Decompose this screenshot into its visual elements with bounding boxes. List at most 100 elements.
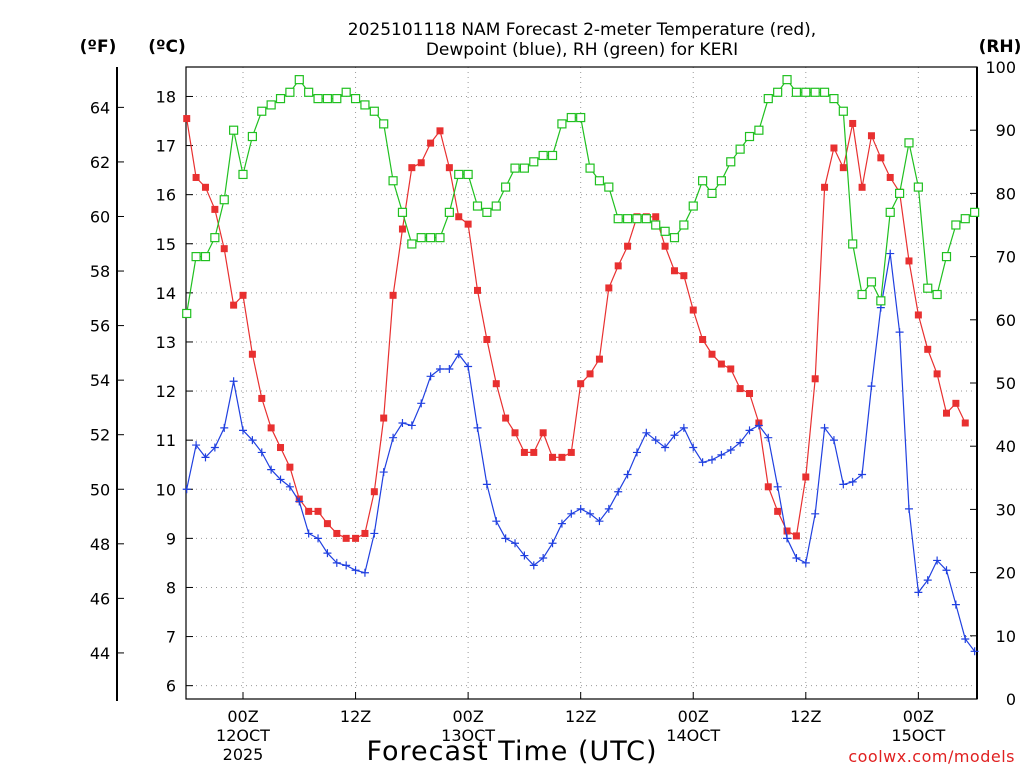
celsius-tick-label: 17 bbox=[156, 137, 176, 156]
dewpoint-point bbox=[276, 475, 285, 484]
rh-point bbox=[444, 207, 454, 217]
temperature-point bbox=[708, 350, 716, 358]
rh-tick-label: 30 bbox=[996, 500, 1016, 519]
dewpoint-point bbox=[332, 558, 341, 567]
temperature-point bbox=[605, 284, 613, 292]
dewpoint-point bbox=[858, 470, 867, 479]
dewpoint-point bbox=[210, 443, 219, 452]
fahrenheit-tick-label: 44 bbox=[90, 644, 110, 663]
dewpoint-point bbox=[248, 436, 257, 445]
temperature-point bbox=[839, 164, 847, 172]
rh-point bbox=[322, 93, 333, 104]
dewpoint-point bbox=[764, 433, 773, 442]
temperature-point bbox=[717, 360, 725, 368]
x-tick-label: 12Z bbox=[340, 707, 371, 726]
rh-tick-label: 70 bbox=[996, 248, 1016, 267]
celsius-tick-label: 12 bbox=[156, 382, 176, 401]
series-rh bbox=[182, 75, 980, 319]
rh-point bbox=[191, 252, 201, 262]
dewpoint-point bbox=[398, 418, 407, 427]
rh-point bbox=[472, 201, 483, 211]
fahrenheit-tick-label: 46 bbox=[90, 589, 110, 608]
rh-point bbox=[210, 233, 220, 243]
dewpoint-point bbox=[623, 470, 632, 479]
temperature-point bbox=[220, 245, 228, 253]
temperature-point bbox=[333, 529, 341, 537]
rh-tick-label: 60 bbox=[996, 311, 1016, 330]
dewpoint-point bbox=[632, 448, 641, 457]
x-tick-date-label: 14OCT bbox=[666, 726, 720, 745]
dewpoint-point bbox=[435, 364, 444, 373]
dewpoint-point bbox=[445, 364, 454, 373]
temperature-point bbox=[258, 394, 266, 402]
rh-point bbox=[932, 289, 942, 300]
rh-point bbox=[576, 112, 586, 123]
dewpoint-point bbox=[886, 249, 895, 258]
fahrenheit-tick-label: 56 bbox=[90, 317, 110, 336]
dewpoint-point bbox=[501, 534, 510, 543]
rh-point bbox=[510, 163, 520, 173]
celsius-tick-label: 7 bbox=[166, 628, 176, 647]
rh-tick-label: 50 bbox=[996, 374, 1016, 393]
temperature-point bbox=[830, 144, 838, 152]
temperature-point bbox=[867, 132, 875, 140]
rh-point bbox=[838, 106, 848, 116]
dewpoint-point bbox=[820, 423, 829, 432]
celsius-tick-label: 15 bbox=[156, 235, 176, 254]
dewpoint-point bbox=[539, 554, 548, 562]
temperature-point bbox=[783, 527, 791, 535]
dewpoint-point bbox=[239, 426, 247, 435]
fahrenheit-tick-label: 48 bbox=[90, 535, 110, 554]
dewpoint-point bbox=[651, 436, 660, 445]
rh-tick-label: 100 bbox=[985, 58, 1016, 77]
dewpoint-point bbox=[661, 443, 670, 452]
dewpoint-point bbox=[407, 421, 416, 430]
dewpoint-point bbox=[267, 465, 276, 474]
temperature-point bbox=[952, 399, 960, 407]
rh-point bbox=[313, 93, 323, 104]
dewpoint-point bbox=[426, 372, 435, 381]
temperature-point bbox=[352, 534, 360, 542]
temperature-point bbox=[802, 473, 810, 481]
fahrenheit-tick-label: 64 bbox=[90, 98, 110, 117]
rh-point bbox=[801, 87, 811, 97]
temperature-point bbox=[670, 267, 678, 275]
x-tick-label: 00Z bbox=[903, 707, 934, 726]
rh-point bbox=[754, 125, 764, 135]
x-tick-label: 12Z bbox=[790, 707, 821, 726]
temperature-point bbox=[455, 213, 463, 221]
dewpoint-point bbox=[895, 328, 904, 337]
temperature-point bbox=[680, 272, 688, 280]
temperature-point bbox=[323, 520, 331, 528]
rh-point bbox=[716, 176, 726, 186]
temperature-point bbox=[727, 365, 735, 373]
temperature-point bbox=[811, 375, 819, 383]
dewpoint-point bbox=[951, 600, 960, 609]
dewpoint-point bbox=[201, 453, 210, 462]
temperature-point bbox=[380, 414, 388, 422]
rh-point bbox=[791, 87, 802, 97]
dewpoint-point bbox=[229, 377, 238, 386]
rh-point bbox=[848, 239, 858, 249]
rh-point bbox=[482, 207, 492, 217]
dewpoint-point bbox=[698, 458, 707, 467]
dewpoint-point bbox=[801, 558, 810, 567]
temperature-point bbox=[624, 242, 632, 250]
x-tick-label: 00Z bbox=[452, 707, 483, 726]
temperature-point bbox=[408, 164, 416, 172]
dewpoint-point bbox=[304, 529, 313, 538]
dewpoint-point bbox=[811, 509, 820, 518]
temperature-point bbox=[342, 534, 350, 542]
dewpoint-point bbox=[360, 568, 369, 577]
rh-point bbox=[416, 233, 426, 243]
temperature-point bbox=[689, 306, 697, 314]
rh-point bbox=[632, 214, 642, 224]
x-tick-year-label: 2025 bbox=[223, 745, 264, 764]
rh-point bbox=[454, 169, 464, 180]
temperature-point bbox=[549, 453, 557, 461]
rh-point bbox=[407, 239, 417, 249]
rh-tick-label: 40 bbox=[996, 437, 1016, 456]
temperature-point bbox=[370, 488, 378, 496]
rh-tick-label: 90 bbox=[996, 121, 1016, 140]
